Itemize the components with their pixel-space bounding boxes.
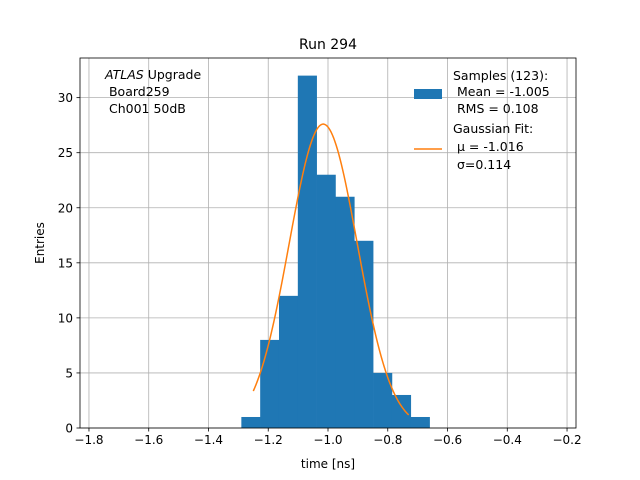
atlas-annotation: ATLAS Upgrade Board259 Ch001 50dB bbox=[104, 67, 201, 116]
histogram-bar bbox=[260, 339, 280, 428]
legend-samples-rms: RMS = 0.108 bbox=[453, 101, 539, 116]
y-tick-label: 10 bbox=[58, 311, 73, 325]
y-tick-label: 15 bbox=[58, 256, 73, 270]
legend-samples-mean: Mean = -1.005 bbox=[453, 84, 550, 99]
legend-fit-sigma: σ=0.114 bbox=[453, 157, 511, 172]
legend: Samples (123): Mean = -1.005 RMS = 0.108… bbox=[414, 68, 550, 172]
x-tick-label: −1.2 bbox=[254, 433, 283, 447]
histogram-bar bbox=[354, 240, 374, 428]
y-tick-label: 0 bbox=[65, 422, 73, 436]
x-axis-label: time [ns] bbox=[301, 457, 355, 471]
y-axis-ticks: 0 5 10 15 20 25 30 bbox=[58, 91, 80, 436]
x-tick-label: −0.2 bbox=[552, 433, 581, 447]
x-tick-label: −1.0 bbox=[313, 433, 342, 447]
y-tick-label: 25 bbox=[58, 146, 73, 160]
x-tick-label: −1.4 bbox=[194, 433, 223, 447]
gaussian-fit-curve bbox=[252, 123, 410, 416]
x-tick-label: −0.8 bbox=[373, 433, 402, 447]
histogram-bars bbox=[241, 75, 430, 428]
annotation-channel: Ch001 50dB bbox=[105, 101, 186, 116]
histogram-bar bbox=[297, 75, 317, 428]
svg-text:ATLAS Upgrade: ATLAS Upgrade bbox=[104, 67, 201, 82]
legend-fit-title: Gaussian Fit: bbox=[453, 121, 533, 136]
histogram-bar bbox=[335, 196, 355, 428]
y-tick-label: 30 bbox=[58, 91, 73, 105]
x-axis-ticks: −1.8 −1.6 −1.4 −1.2 −1.0 −0.8 −0.6 −0.4 −0.2 bbox=[74, 428, 582, 447]
y-tick-label: 5 bbox=[65, 366, 73, 380]
histogram-bar bbox=[373, 372, 393, 428]
histogram-bar bbox=[410, 416, 430, 428]
x-tick-label: −1.6 bbox=[134, 433, 163, 447]
chart-title: Run 294 bbox=[299, 37, 357, 53]
x-tick-label: −0.6 bbox=[433, 433, 462, 447]
annotation-atlas: ATLAS bbox=[104, 67, 144, 82]
legend-samples-title: Samples (123): bbox=[453, 68, 548, 83]
histogram-bar bbox=[241, 416, 261, 428]
legend-fit-mu: μ = -1.016 bbox=[453, 139, 524, 154]
y-tick-label: 20 bbox=[58, 201, 73, 215]
x-tick-label: −1.8 bbox=[74, 433, 103, 447]
x-tick-label: −0.4 bbox=[493, 433, 522, 447]
annotation-upgrade: Upgrade bbox=[144, 67, 202, 82]
annotation-board: Board259 bbox=[105, 84, 170, 99]
histogram-bar bbox=[316, 174, 336, 428]
histogram-bar bbox=[278, 295, 299, 428]
y-axis-label: Entries bbox=[33, 222, 47, 264]
legend-samples-swatch bbox=[414, 89, 442, 99]
histogram-bar bbox=[391, 394, 412, 428]
